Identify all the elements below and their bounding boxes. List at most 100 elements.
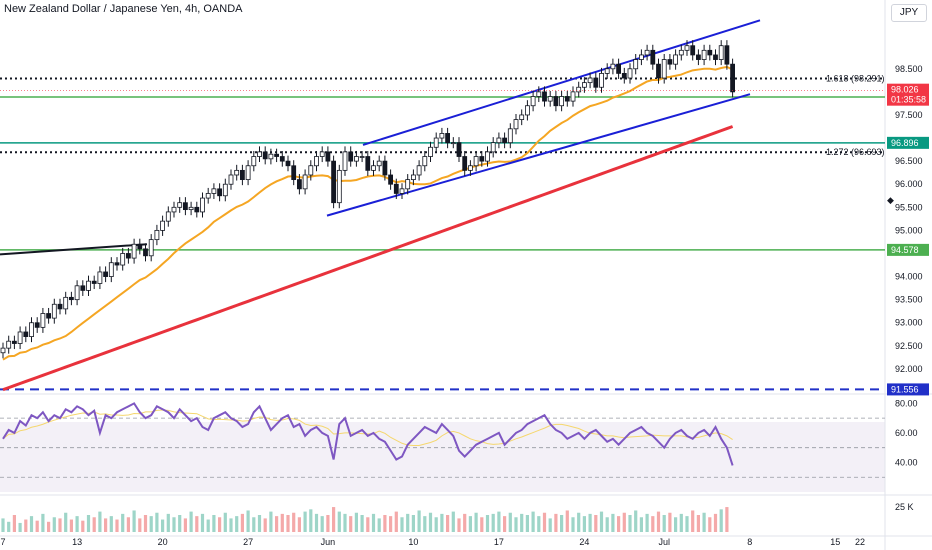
volume-bar <box>86 515 91 532</box>
candle-body <box>730 63 735 93</box>
volume-bar <box>463 513 467 532</box>
candle-body <box>69 296 74 301</box>
volume-bar <box>200 513 205 532</box>
candle-body <box>650 49 656 65</box>
candle-body <box>97 271 103 284</box>
candle-body <box>707 49 713 56</box>
level-price-tag <box>887 243 929 256</box>
candle-body <box>154 229 160 241</box>
volume-bar <box>337 511 341 532</box>
volume-bar <box>611 513 615 532</box>
candle-body <box>410 174 416 181</box>
candle-body <box>285 160 291 167</box>
candle-body <box>348 151 354 162</box>
volume-bar <box>360 515 364 532</box>
volume-bar <box>446 515 450 532</box>
candle-body <box>137 243 143 250</box>
volume-bar <box>149 516 153 532</box>
candle-body <box>553 96 559 107</box>
candle-body <box>194 206 200 213</box>
candle-body <box>160 220 166 231</box>
diamond-icon[interactable]: ◆ <box>887 195 894 205</box>
volume-bar <box>292 512 296 532</box>
trend-line <box>0 243 148 256</box>
volume-bar <box>240 513 244 532</box>
candle-body <box>439 133 445 139</box>
volume-bar <box>480 517 484 532</box>
candle-body <box>274 153 280 157</box>
volume-bar <box>47 521 51 532</box>
volume-bar <box>309 509 313 532</box>
level-price-tag <box>887 136 929 149</box>
volume-bar <box>531 511 535 532</box>
volume-bar <box>685 516 689 532</box>
candle-body <box>205 193 211 199</box>
volume-bar <box>577 512 581 532</box>
candle-body <box>388 174 394 185</box>
volume-bar <box>366 517 370 532</box>
candle-body <box>616 63 621 74</box>
volume-bar <box>525 515 529 532</box>
volume-bar <box>725 507 729 532</box>
candle-body <box>279 156 285 162</box>
volume-bar <box>189 511 193 532</box>
volume-bar <box>451 511 455 532</box>
time-tick-label: 8 <box>747 537 752 547</box>
volume-bar <box>639 517 643 532</box>
volume-bar <box>708 517 712 532</box>
candle-body <box>114 262 120 266</box>
volume-bar <box>320 516 324 532</box>
candle-body <box>633 59 639 70</box>
time-tick-label: 24 <box>579 537 589 547</box>
volume-bar <box>400 517 404 532</box>
volume-bar <box>582 516 586 532</box>
volume-bar <box>554 513 558 532</box>
time-tick-label: 20 <box>158 537 168 547</box>
volume-bar <box>594 515 598 532</box>
candle-body <box>639 54 644 60</box>
candle-body <box>376 160 382 167</box>
volume-bar <box>679 513 683 532</box>
candle-body <box>587 77 593 84</box>
candle-body <box>234 169 240 176</box>
volume-bar <box>104 518 108 532</box>
volume-bar <box>537 516 541 532</box>
candle-body <box>667 59 673 65</box>
candle-body <box>701 49 707 60</box>
volume-bar <box>314 513 319 532</box>
current-price-label: 98.026 <box>891 85 919 95</box>
volume-bar <box>280 513 284 532</box>
rsi-band-background <box>0 422 885 492</box>
volume-bar <box>303 511 307 532</box>
price-tick-label: 96.500 <box>895 156 923 166</box>
candle-body <box>165 211 171 222</box>
candle-body <box>502 137 508 144</box>
candle-body <box>490 142 496 153</box>
candle-body <box>559 96 564 107</box>
candle-body <box>627 68 633 79</box>
candle-body <box>200 197 205 213</box>
candle-body <box>576 86 582 93</box>
candle-body <box>393 183 399 194</box>
candle-body <box>80 285 86 291</box>
price-tick-label: 95.000 <box>895 225 923 235</box>
candle-body <box>467 165 473 171</box>
candle-body <box>433 137 439 148</box>
candle-body <box>148 239 154 257</box>
volume-bar <box>605 517 609 532</box>
volume-bar <box>206 519 210 532</box>
volume-bar <box>12 515 16 532</box>
candle-body <box>257 151 262 157</box>
volume-bar <box>41 513 45 532</box>
volume-bar <box>269 511 273 532</box>
volume-bar <box>560 515 564 532</box>
currency-button[interactable]: JPY <box>891 4 927 22</box>
candle-body <box>319 151 325 157</box>
volume-bar <box>656 511 661 532</box>
price-tick-label: 95.500 <box>895 202 923 212</box>
volume-bar <box>668 512 672 532</box>
volume-bar <box>1 518 5 532</box>
candle-body <box>91 280 97 284</box>
ma-fast-line <box>2 65 734 361</box>
